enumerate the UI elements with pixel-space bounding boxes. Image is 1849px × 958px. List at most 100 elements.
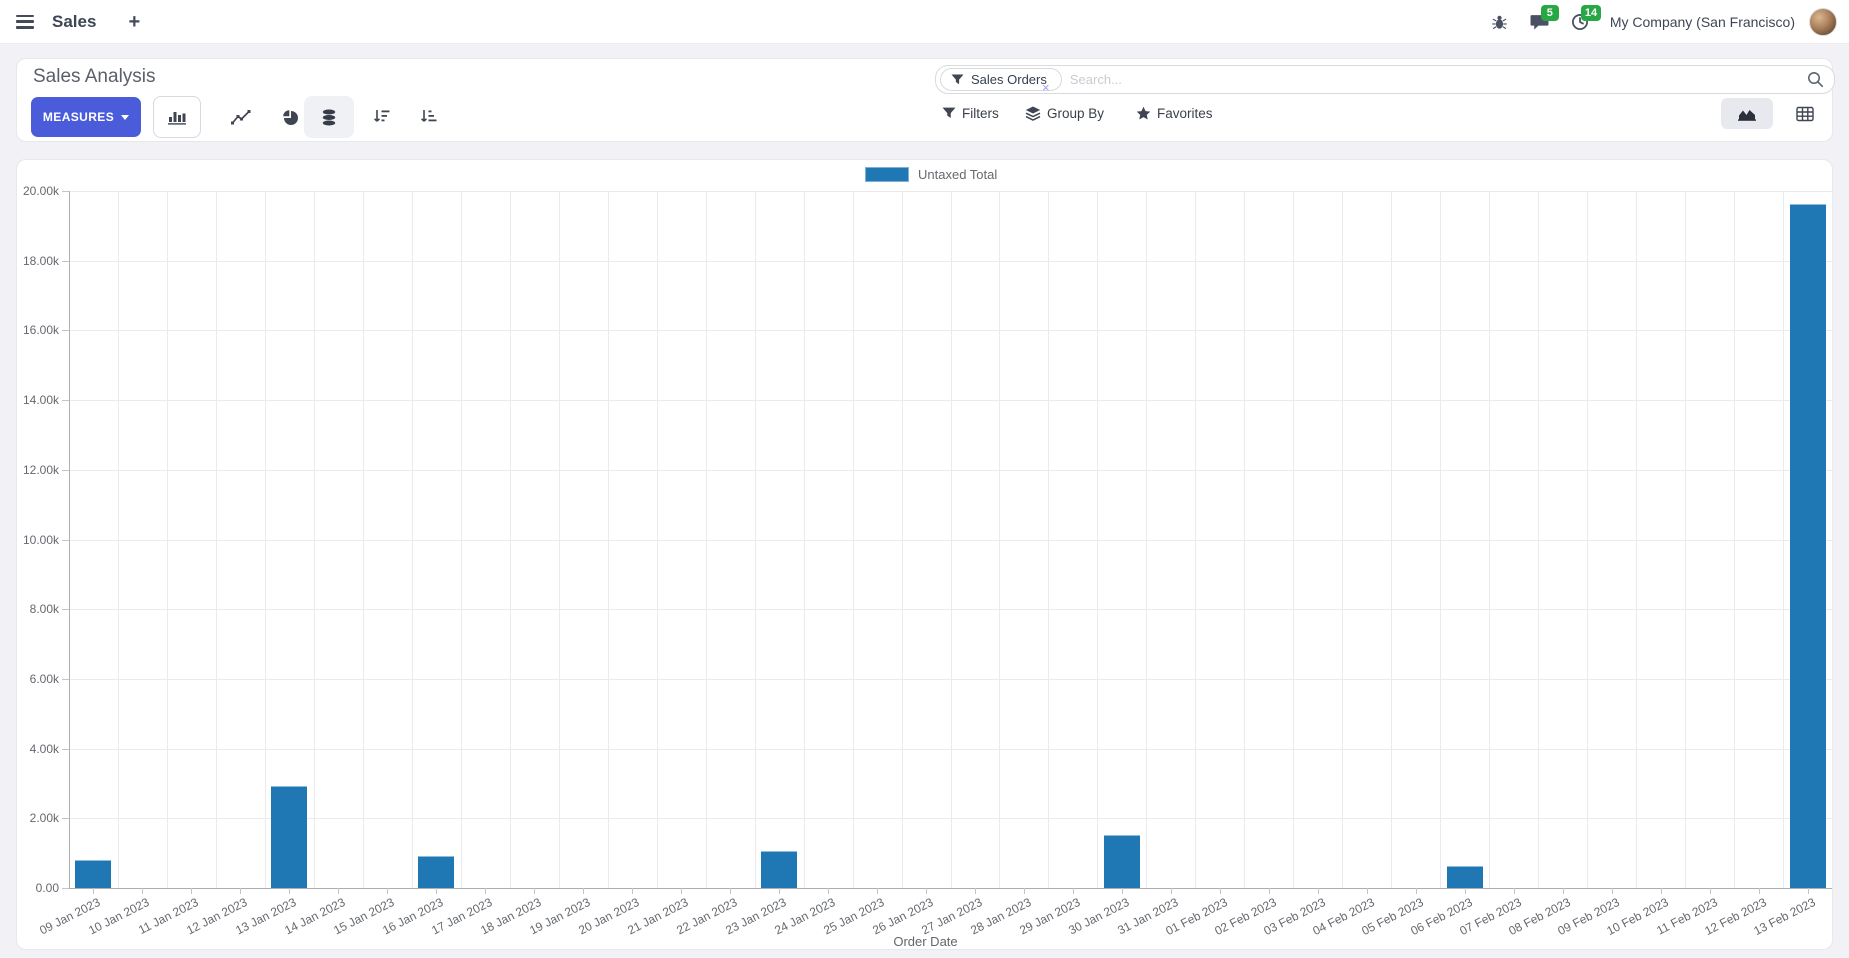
pivot-icon — [1796, 106, 1814, 121]
y-tick — [62, 470, 69, 471]
x-gridline — [1685, 191, 1686, 888]
x-tick — [436, 888, 437, 894]
search-bar[interactable]: Sales Orders — [935, 65, 1835, 94]
legend-swatch — [865, 167, 909, 182]
pivot-view-button[interactable] — [1779, 98, 1831, 129]
x-gridline — [216, 191, 217, 888]
y-gridline — [69, 609, 1832, 610]
sort-descending-button[interactable] — [359, 96, 403, 138]
x-tick — [681, 888, 682, 894]
filters-dropdown[interactable]: Filters — [942, 106, 999, 121]
x-gridline — [902, 191, 903, 888]
x-gridline — [1440, 191, 1441, 888]
stacked-toggle-button[interactable] — [304, 96, 354, 138]
facet-remove-button[interactable]: × — [1042, 80, 1050, 95]
x-gridline — [1391, 191, 1392, 888]
x-gridline — [412, 191, 413, 888]
y-gridline — [69, 400, 1832, 401]
y-gridline — [69, 261, 1832, 262]
y-tick-label: 2.00k — [29, 811, 59, 825]
favorites-dropdown[interactable]: Favorites — [1136, 106, 1213, 121]
x-tick — [1318, 888, 1319, 894]
search-facet[interactable]: Sales Orders — [940, 68, 1062, 91]
x-gridline — [1636, 191, 1637, 888]
y-tick — [62, 818, 69, 819]
y-gridline — [69, 679, 1832, 680]
bar-chart-view-button[interactable] — [153, 96, 201, 138]
x-gridline — [167, 191, 168, 888]
y-tick — [62, 609, 69, 610]
x-tick — [583, 888, 584, 894]
y-tick-label: 16.00k — [22, 323, 59, 337]
x-gridline — [853, 191, 854, 888]
graph-view-button[interactable] — [1721, 98, 1773, 129]
y-tick — [62, 888, 69, 889]
x-tick — [1514, 888, 1515, 894]
x-tick — [1073, 888, 1074, 894]
legend-label: Untaxed Total — [918, 167, 998, 182]
page-title: Sales Analysis — [33, 66, 156, 87]
y-tick — [62, 400, 69, 401]
bar-13 Jan 2023[interactable] — [271, 786, 307, 888]
bar-09 Jan 2023[interactable] — [75, 860, 111, 888]
bar-13 Feb 2023[interactable] — [1790, 204, 1826, 888]
favorites-label: Favorites — [1157, 106, 1213, 121]
x-gridline — [1783, 191, 1784, 888]
y-gridline — [69, 330, 1832, 331]
y-axis-line — [69, 191, 70, 888]
x-gridline — [1734, 191, 1735, 888]
y-gridline — [69, 818, 1832, 819]
bar-23 Jan 2023[interactable] — [761, 851, 797, 888]
bar-16 Jan 2023[interactable] — [418, 856, 454, 888]
search-input[interactable] — [1069, 72, 1807, 87]
x-tick — [877, 888, 878, 894]
x-tick — [828, 888, 829, 894]
app-name[interactable]: Sales — [52, 11, 97, 31]
bug-icon[interactable] — [1480, 0, 1520, 44]
x-gridline — [314, 191, 315, 888]
y-gridline — [69, 191, 1832, 192]
pie-chart-icon — [282, 109, 298, 125]
bar-chart-icon — [167, 112, 186, 125]
y-gridline — [69, 470, 1832, 471]
group-by-label: Group By — [1047, 106, 1105, 121]
bar-30 Jan 2023[interactable] — [1104, 835, 1140, 888]
measures-button[interactable]: MEASURES — [31, 97, 141, 137]
y-tick-label: 6.00k — [29, 672, 59, 686]
messages-button[interactable]: 5 — [1520, 0, 1560, 44]
x-gridline — [1832, 191, 1833, 888]
pie-chart-view-button[interactable] — [266, 96, 314, 138]
sort-ascending-button[interactable] — [406, 96, 450, 138]
x-tick — [289, 888, 290, 894]
menu-icon[interactable] — [16, 14, 34, 29]
group-by-dropdown[interactable]: Group By — [1025, 106, 1104, 121]
x-tick — [1759, 888, 1760, 894]
legend-item[interactable]: Untaxed Total — [865, 167, 997, 182]
x-tick — [1024, 888, 1025, 894]
x-tick — [779, 888, 780, 894]
y-tick-label: 18.00k — [22, 254, 59, 268]
x-gridline — [1489, 191, 1490, 888]
x-tick — [1808, 888, 1809, 894]
x-gridline — [461, 191, 462, 888]
x-tick — [975, 888, 976, 894]
x-tick — [1269, 888, 1270, 894]
bar-06 Feb 2023[interactable] — [1447, 866, 1483, 888]
x-gridline — [510, 191, 511, 888]
x-tick — [338, 888, 339, 894]
plus-icon[interactable]: + — [128, 10, 141, 33]
x-gridline — [804, 191, 805, 888]
y-tick-label: 4.00k — [29, 742, 59, 756]
x-gridline — [1146, 191, 1147, 888]
line-chart-view-button[interactable] — [217, 96, 265, 138]
x-tick — [1416, 888, 1417, 894]
company-switcher[interactable]: My Company (San Francisco) — [1609, 14, 1795, 30]
y-tick-label: 12.00k — [22, 463, 59, 477]
x-gridline — [1538, 191, 1539, 888]
x-tick — [240, 888, 241, 894]
area-chart-icon — [1738, 110, 1756, 121]
avatar[interactable] — [1809, 8, 1837, 36]
activities-button[interactable]: 14 — [1560, 0, 1602, 44]
x-axis-title: Order Date — [893, 934, 958, 949]
